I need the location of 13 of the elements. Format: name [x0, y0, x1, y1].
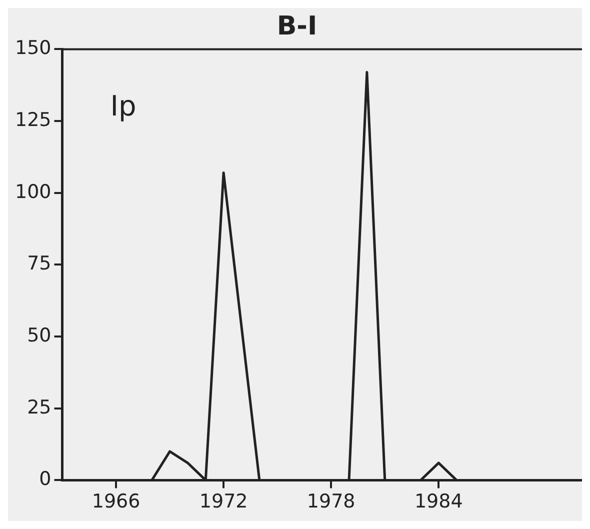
y-tick-label: 75	[27, 252, 52, 275]
annotation: Ip	[110, 89, 136, 122]
x-tick-label: 1966	[92, 490, 140, 513]
x-tick-label: 1978	[306, 490, 356, 513]
y-tick-label: 50	[27, 324, 52, 346]
y-tick-label: 125	[15, 108, 52, 131]
y-tick-label: 100	[15, 180, 52, 203]
y-tick-label: 0	[39, 468, 52, 490]
chart-title: B-I	[276, 11, 318, 42]
y-tick-label: 25	[27, 396, 52, 418]
y-tick-label: 150	[15, 37, 52, 60]
x-tick-label: 1972	[199, 490, 248, 513]
x-tick-label: 1984	[414, 490, 463, 513]
